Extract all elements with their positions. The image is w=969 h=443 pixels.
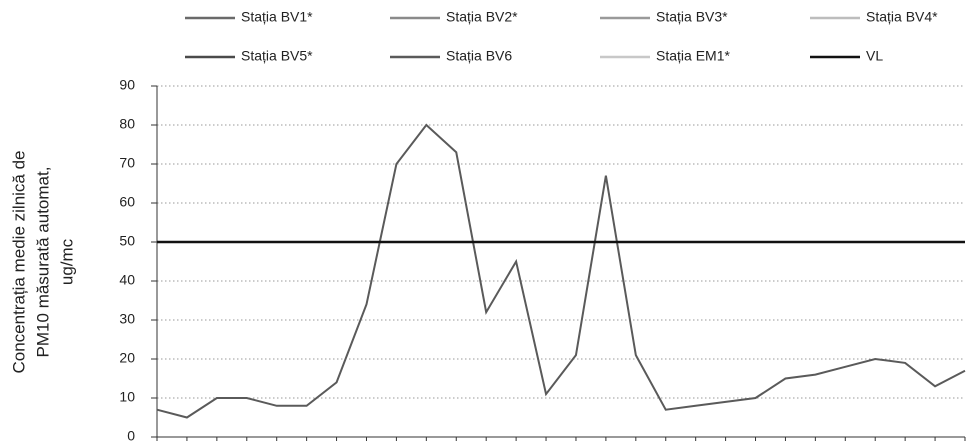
y-title-line: PM10 măsurată automat, <box>33 167 52 358</box>
y-tick-label: 70 <box>119 155 135 171</box>
y-tick-label: 10 <box>119 389 135 405</box>
y-title-line: Concentrația medie zilnică de <box>9 150 28 373</box>
legend-label: Stația BV6 <box>446 48 512 64</box>
y-tick-label: 20 <box>119 350 135 366</box>
y-tick-label: 90 <box>119 77 135 93</box>
legend-label: Stația BV4* <box>866 9 938 25</box>
y-tick-label: 50 <box>119 233 135 249</box>
series-line <box>156 123 966 419</box>
legend-label: Stația BV2* <box>446 9 518 25</box>
legend-label: VL <box>866 48 883 64</box>
y-tick-label: 80 <box>119 116 135 132</box>
legend-label: Stația BV3* <box>656 9 728 25</box>
y-tick-label: 60 <box>119 194 135 210</box>
y-title-line: ug/mc <box>57 238 76 285</box>
legend-label: Stația BV1* <box>241 9 313 25</box>
y-tick-label: 40 <box>119 272 135 288</box>
legend-label: Stația BV5* <box>241 48 313 64</box>
legend-label: Stația EM1* <box>656 48 730 64</box>
y-axis-title: Concentrația medie zilnică de PM10 măsur… <box>9 150 76 373</box>
y-tick-label: 30 <box>119 311 135 327</box>
y-tick-label: 0 <box>127 428 135 443</box>
